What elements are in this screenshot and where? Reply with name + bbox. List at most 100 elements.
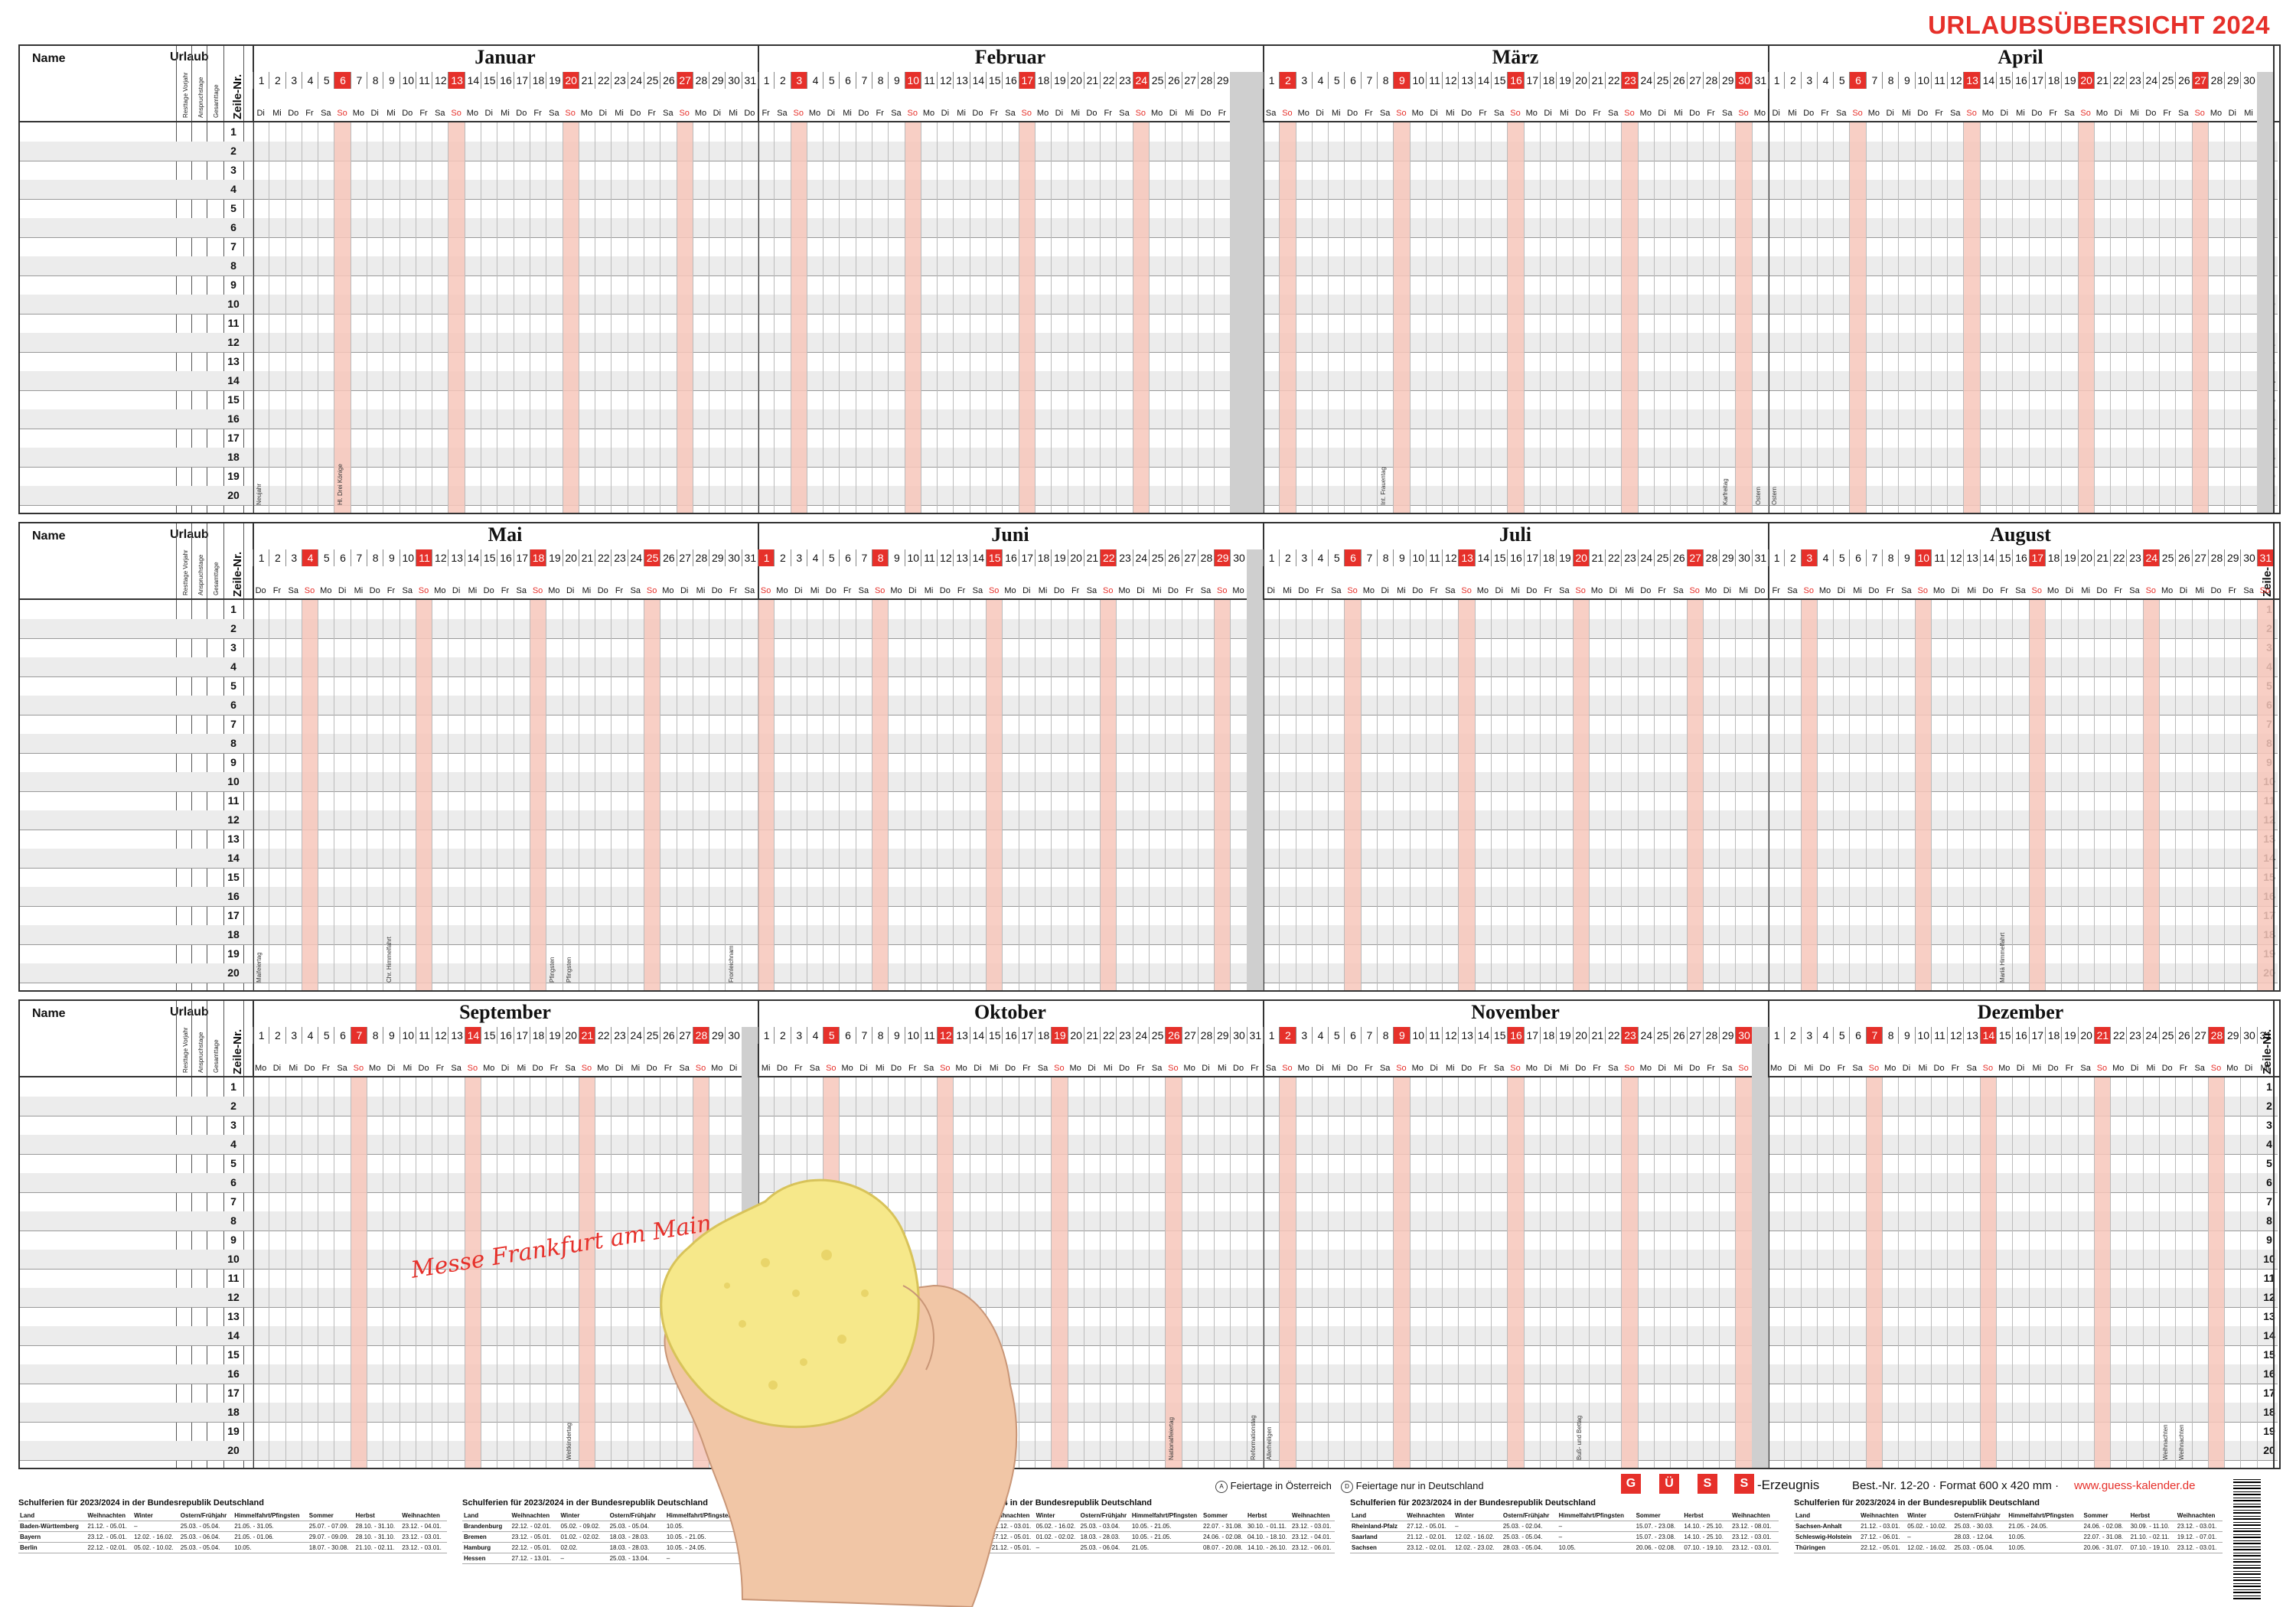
- day-number: 3: [790, 1027, 807, 1044]
- day-gridline: [2142, 600, 2144, 990]
- day-number: 29: [2224, 1027, 2241, 1044]
- day-gridline: [1165, 1077, 1166, 1468]
- sunday-header: [2191, 72, 2208, 89]
- day-number: 23: [1621, 1027, 1638, 1044]
- day-number: 12: [1442, 549, 1459, 566]
- day-gridline: [1148, 600, 1150, 990]
- table-header-cell: Herbst: [1245, 1511, 1290, 1521]
- table-row: Berlin 22.12. - 02.01. 05.02. - 10.02. 25.0…: [18, 1542, 447, 1553]
- row-number-right: 20: [2263, 1444, 2275, 1456]
- table-header-cell: Land: [18, 1511, 86, 1521]
- weekday-label: Di: [598, 109, 607, 118]
- table-header-cell: Sommer: [307, 1511, 354, 1521]
- day-number: 5: [318, 72, 334, 89]
- day-gridline: [1605, 1077, 1606, 1468]
- weekday-label: Di: [2179, 586, 2188, 595]
- name-header: Name: [32, 530, 66, 543]
- day-number: 30: [725, 1027, 742, 1044]
- weekday-label: Do: [1347, 1064, 1358, 1073]
- row-number: 8: [230, 1214, 236, 1227]
- day-gridline: [1719, 1077, 1720, 1468]
- weekday-label: Do: [1689, 109, 1701, 118]
- day-number: 28: [1702, 549, 1720, 566]
- day-number: 22: [1100, 72, 1117, 89]
- day-gridline: [1311, 1077, 1313, 1468]
- day-number: 26: [1670, 1027, 1687, 1044]
- day-gridline: [1963, 122, 1965, 513]
- day-gridline: [1768, 600, 1769, 990]
- day-gridline: [2012, 600, 2014, 990]
- table-header-cell: Himmelfahrt/Pfingsten: [1130, 1511, 1202, 1521]
- weekday-label: Mo: [1884, 1064, 1896, 1073]
- weekday-label: Fr: [843, 586, 852, 595]
- weekday-label: So: [2080, 109, 2091, 118]
- weekday-label: Do: [2096, 586, 2108, 595]
- day-number: 4: [1311, 549, 1329, 566]
- row-number-right: 12: [2263, 1291, 2275, 1303]
- table-row: Sachsen-Anhalt 21.12. - 03.01. 05.02. - 10…: [1794, 1521, 2223, 1532]
- table-cell: –: [132, 1521, 179, 1532]
- weekday-label: Fr: [1022, 1064, 1031, 1073]
- day-gridline: [1002, 1077, 1003, 1468]
- website-link[interactable]: www.guess-kalender.de: [2074, 1479, 2196, 1492]
- table-cell: 29.07. - 09.09.: [307, 1531, 354, 1543]
- day-number: 24: [2142, 1027, 2160, 1044]
- table-header-cell: Sommer: [1202, 1511, 1246, 1521]
- day-gridline: [1637, 122, 1639, 513]
- month-title: Mai: [488, 523, 523, 546]
- day-number: 15: [1996, 549, 2013, 566]
- school-holiday-title: Schulferien für 2023/2024 in der Bundesr…: [462, 1498, 708, 1508]
- weekday-label: Do: [825, 586, 837, 595]
- day-number: 10: [1914, 1027, 1932, 1044]
- day-number: 12: [937, 1027, 954, 1044]
- day-number: 1: [1768, 1027, 1785, 1044]
- table-header-cell: Weihnachten: [86, 1511, 133, 1521]
- day-number: 30: [2240, 549, 2257, 566]
- day-number: 14: [1474, 1027, 1492, 1044]
- day-number: 1: [758, 549, 775, 566]
- day-number: 30: [1230, 549, 1247, 566]
- weekday-label: Mo: [1036, 109, 1049, 118]
- row-number: 4: [230, 1138, 236, 1150]
- day-gridline: [2110, 122, 2112, 513]
- day-number: 17: [513, 1027, 530, 1044]
- table-cell: Bremen: [462, 1531, 510, 1543]
- weekday-label: Mi: [1397, 586, 1406, 595]
- weekday-label: Mo: [1411, 1064, 1424, 1073]
- day-number: 13: [1963, 549, 1980, 566]
- day-number: 30: [1735, 72, 1752, 89]
- table-cell: 25.03. - 05.04.: [608, 1521, 665, 1532]
- day-number: 2: [774, 549, 791, 566]
- sunday-column: [1018, 122, 1035, 513]
- sunday-column: [529, 600, 546, 990]
- hand-with-sponge-illustration: [660, 1178, 1018, 1607]
- weekday-label: Di: [1886, 109, 1894, 118]
- day-gridline: [1947, 122, 1949, 513]
- day-gridline: [1393, 1077, 1394, 1468]
- day-gridline: [1409, 122, 1411, 513]
- day-number: 15: [1491, 72, 1508, 89]
- row-number-header: Zeile-Nr.: [231, 551, 244, 597]
- day-number: 24: [627, 1027, 644, 1044]
- day-gridline: [839, 600, 840, 990]
- weekday-label: Fr: [1707, 1064, 1715, 1073]
- weekday-label: Fr: [1365, 109, 1373, 118]
- table-cell: 18.03. - 28.03.: [1078, 1531, 1130, 1543]
- weekday-label: Sa: [1151, 1064, 1163, 1073]
- weekday-label: Mo: [352, 109, 365, 118]
- table-header-cell: Weihnachten: [2175, 1511, 2223, 1521]
- table-cell: 27.12. - 13.01.: [510, 1553, 559, 1564]
- day-number: 5: [1328, 549, 1345, 566]
- column-divider: [223, 1001, 224, 1468]
- weekday-label: So: [1868, 1064, 1880, 1073]
- weekday-label: Mi: [1967, 586, 1976, 595]
- weekday-label: So: [1738, 1064, 1749, 1073]
- sunday-column: [350, 1077, 367, 1468]
- column-divider: [191, 46, 192, 513]
- header-divider: [20, 121, 2279, 122]
- table-cell: 05.02. - 16.02.: [1034, 1521, 1079, 1532]
- row-number: 1: [230, 125, 236, 138]
- row-number: 6: [230, 221, 236, 233]
- sunday-column: [2256, 600, 2273, 990]
- row-number: 11: [227, 317, 240, 329]
